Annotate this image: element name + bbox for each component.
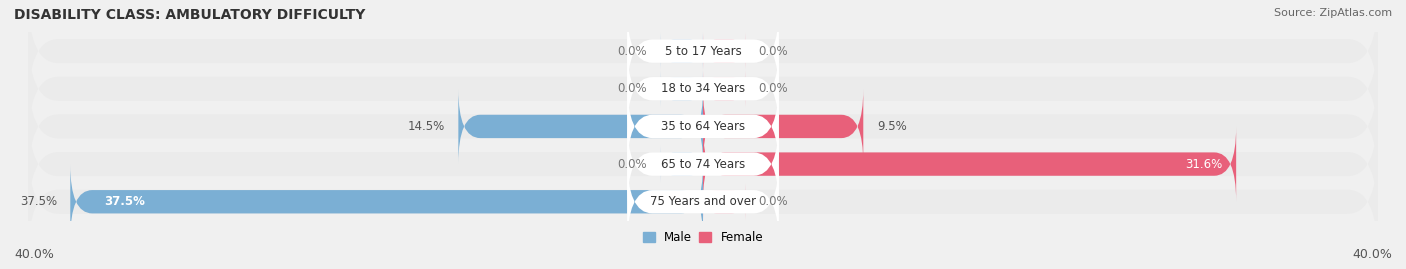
Text: 40.0%: 40.0% xyxy=(1353,248,1392,261)
FancyBboxPatch shape xyxy=(28,0,1378,107)
Text: 0.0%: 0.0% xyxy=(759,45,789,58)
FancyBboxPatch shape xyxy=(627,119,779,209)
Text: 0.0%: 0.0% xyxy=(759,82,789,95)
Text: 0.0%: 0.0% xyxy=(759,195,789,208)
Text: 0.0%: 0.0% xyxy=(617,158,647,171)
Text: DISABILITY CLASS: AMBULATORY DIFFICULTY: DISABILITY CLASS: AMBULATORY DIFFICULTY xyxy=(14,8,366,22)
Text: 75 Years and over: 75 Years and over xyxy=(650,195,756,208)
FancyBboxPatch shape xyxy=(703,183,745,220)
FancyBboxPatch shape xyxy=(661,146,703,183)
FancyBboxPatch shape xyxy=(28,33,1378,144)
FancyBboxPatch shape xyxy=(703,33,745,70)
Text: 5 to 17 Years: 5 to 17 Years xyxy=(665,45,741,58)
FancyBboxPatch shape xyxy=(661,70,703,107)
FancyBboxPatch shape xyxy=(28,71,1378,182)
FancyBboxPatch shape xyxy=(703,127,1236,201)
Text: 9.5%: 9.5% xyxy=(877,120,907,133)
FancyBboxPatch shape xyxy=(627,6,779,96)
FancyBboxPatch shape xyxy=(458,89,703,164)
Text: 0.0%: 0.0% xyxy=(617,82,647,95)
Legend: Male, Female: Male, Female xyxy=(638,226,768,249)
FancyBboxPatch shape xyxy=(627,82,779,171)
Text: 40.0%: 40.0% xyxy=(14,248,53,261)
Text: 65 to 74 Years: 65 to 74 Years xyxy=(661,158,745,171)
FancyBboxPatch shape xyxy=(703,70,745,107)
FancyBboxPatch shape xyxy=(28,108,1378,220)
Text: 0.0%: 0.0% xyxy=(617,45,647,58)
FancyBboxPatch shape xyxy=(627,44,779,134)
Text: 31.6%: 31.6% xyxy=(1185,158,1223,171)
Text: Source: ZipAtlas.com: Source: ZipAtlas.com xyxy=(1274,8,1392,18)
Text: 18 to 34 Years: 18 to 34 Years xyxy=(661,82,745,95)
FancyBboxPatch shape xyxy=(28,146,1378,257)
Text: 35 to 64 Years: 35 to 64 Years xyxy=(661,120,745,133)
Text: 37.5%: 37.5% xyxy=(104,195,145,208)
FancyBboxPatch shape xyxy=(661,33,703,70)
Text: 37.5%: 37.5% xyxy=(20,195,56,208)
FancyBboxPatch shape xyxy=(703,89,863,164)
FancyBboxPatch shape xyxy=(627,157,779,247)
FancyBboxPatch shape xyxy=(70,164,703,239)
Text: 14.5%: 14.5% xyxy=(408,120,444,133)
